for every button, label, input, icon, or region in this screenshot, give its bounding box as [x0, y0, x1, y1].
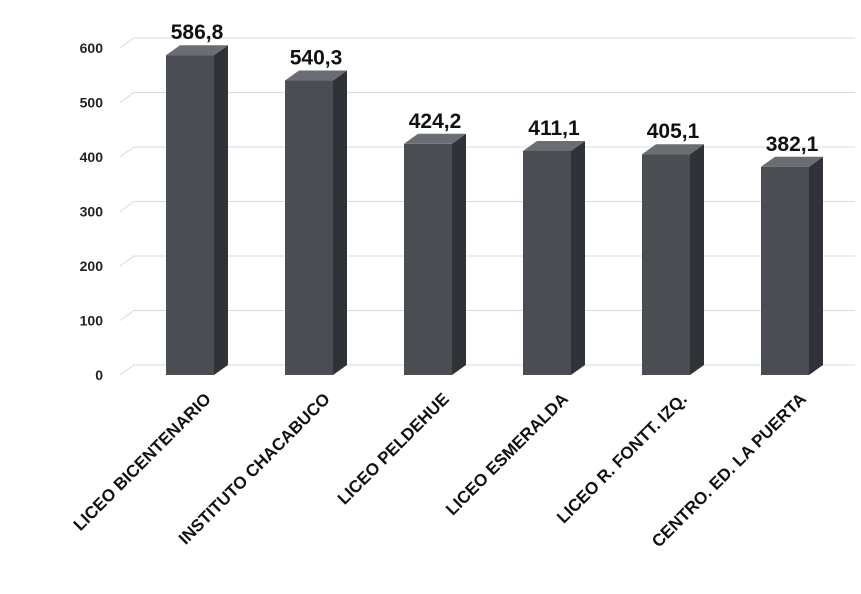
- y-tick-label: 300: [80, 204, 104, 220]
- bar-front: [404, 143, 452, 375]
- data-label: 424,2: [409, 110, 462, 133]
- bar-front: [285, 80, 333, 375]
- bars: [166, 45, 823, 375]
- data-labels: 586,8 540,3 424,2 411,1 405,1 382,1: [171, 21, 819, 156]
- bar-side: [452, 133, 466, 375]
- bar: [166, 45, 228, 375]
- bar: [642, 144, 704, 375]
- y-axis-ticks: 0 100 200 300 400 500 600: [80, 40, 104, 383]
- bar-top: [404, 133, 466, 144]
- bar-top: [642, 144, 704, 155]
- bar-top: [166, 45, 228, 56]
- y-tick-label: 500: [80, 95, 104, 111]
- gridline: [119, 310, 855, 321]
- y-tick-label: 100: [80, 313, 104, 329]
- bar: [404, 133, 466, 375]
- data-label: 411,1: [528, 117, 580, 140]
- bar-top: [761, 156, 823, 167]
- bar: [761, 156, 823, 375]
- bar-side: [690, 144, 704, 375]
- bar-front: [642, 154, 690, 375]
- gridline: [119, 201, 855, 212]
- gridline: [119, 92, 855, 103]
- category-label: LICEO PELDEHUE: [334, 389, 453, 508]
- gridline: [119, 146, 855, 158]
- y-tick-label: 600: [80, 40, 104, 56]
- bar-side: [333, 70, 347, 375]
- bar: [285, 70, 347, 375]
- data-label: 382,1: [766, 133, 819, 156]
- data-label: 586,8: [171, 21, 224, 44]
- gridline: [119, 255, 855, 267]
- category-label: LICEO BICENTENARIO: [70, 389, 215, 534]
- bar-side: [571, 140, 585, 375]
- data-label: 540,3: [290, 47, 343, 70]
- bar-side: [214, 45, 228, 375]
- y-tick-label: 0: [95, 367, 103, 383]
- bar-front: [761, 166, 809, 375]
- bar-front: [166, 55, 214, 375]
- gridlines: [119, 37, 855, 376]
- bar-side: [809, 156, 823, 375]
- bar: [523, 140, 585, 375]
- gridline: [119, 37, 855, 49]
- bar-top: [523, 140, 585, 151]
- category-label: LICEO ESMERALDA: [442, 389, 572, 519]
- y-tick-label: 400: [80, 149, 104, 165]
- category-label: LICEO R. FONTT. IZQ.: [553, 389, 691, 527]
- data-label: 405,1: [647, 120, 700, 143]
- bar-top: [285, 70, 347, 81]
- gridline: [119, 364, 855, 376]
- y-tick-label: 200: [80, 258, 104, 274]
- bar-front: [523, 150, 571, 375]
